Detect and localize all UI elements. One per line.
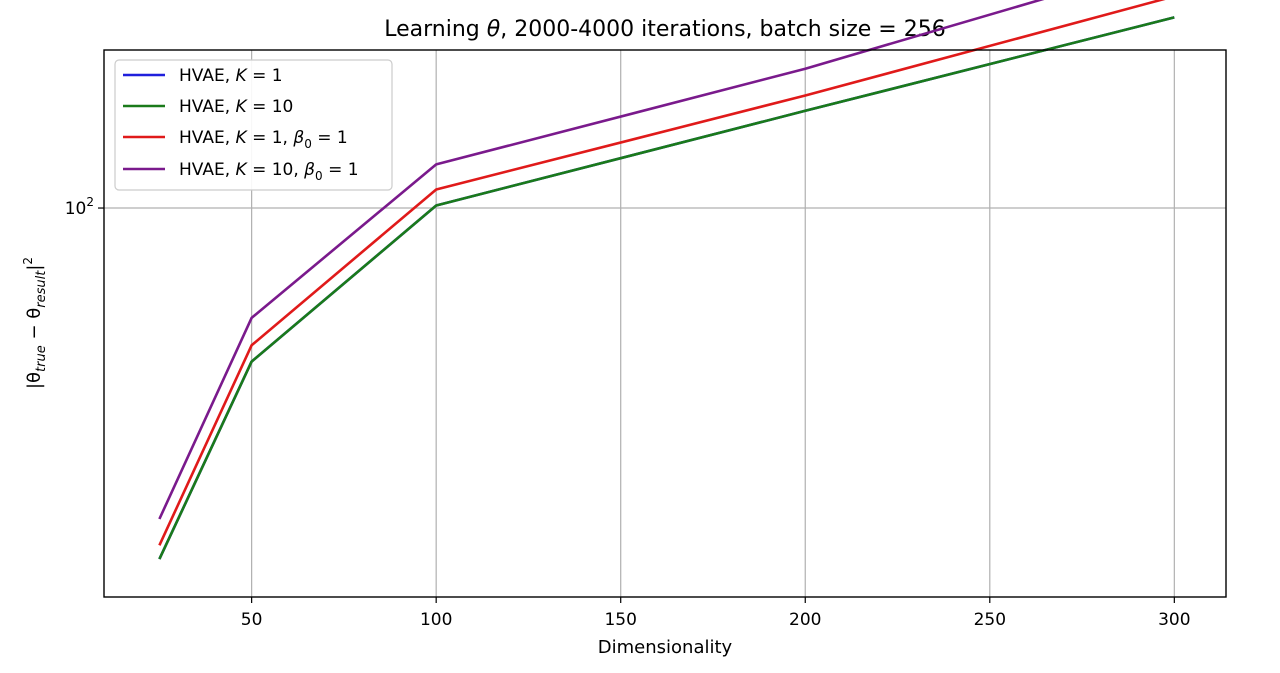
y-axis-ticks: 102 xyxy=(65,195,104,219)
series-line-k1b xyxy=(158,0,1166,546)
legend-entry-k10b: HVAE, K = 10, β0 = 1 xyxy=(123,160,359,183)
legend-box xyxy=(114,59,393,191)
legend-entry-k10: HVAE, K = 10 xyxy=(123,97,293,117)
x-axis-label: Dimensionality xyxy=(598,637,733,658)
y-axis-label: |θtrue − θresult|2 xyxy=(21,257,49,389)
x-tick-label: 200 xyxy=(789,610,821,630)
x-tick-label: 300 xyxy=(1158,610,1190,630)
legend-label: HVAE, K = 1 xyxy=(179,66,283,86)
chart-title: Learning θ, 2000-4000 iterations, batch … xyxy=(384,17,945,42)
series-line-k10 xyxy=(158,16,1175,560)
legend-label: HVAE, K = 1, β0 = 1 xyxy=(179,128,348,151)
legend-label: HVAE, K = 10 xyxy=(179,97,293,117)
legend-entry-k1b: HVAE, K = 1, β0 = 1 xyxy=(123,128,348,151)
plot-frame xyxy=(103,49,1227,598)
legend: HVAE, K = 1 HVAE, K = 10 HVAE, K = 1, β0… xyxy=(114,59,393,191)
x-axis-ticks: 50 100 150 200 250 300 xyxy=(241,597,1191,630)
y-tick-label: 102 xyxy=(65,195,94,219)
series-layer xyxy=(158,0,1175,560)
x-tick-label: 50 xyxy=(241,610,263,630)
x-tick-label: 150 xyxy=(604,610,636,630)
series-line-k10b xyxy=(158,0,1045,520)
x-tick-label: 250 xyxy=(974,610,1006,630)
legend-label: HVAE, K = 10, β0 = 1 xyxy=(179,160,359,183)
x-tick-label: 100 xyxy=(420,610,452,630)
legend-entry-k1: HVAE, K = 1 xyxy=(123,66,283,86)
grid xyxy=(104,50,1226,597)
